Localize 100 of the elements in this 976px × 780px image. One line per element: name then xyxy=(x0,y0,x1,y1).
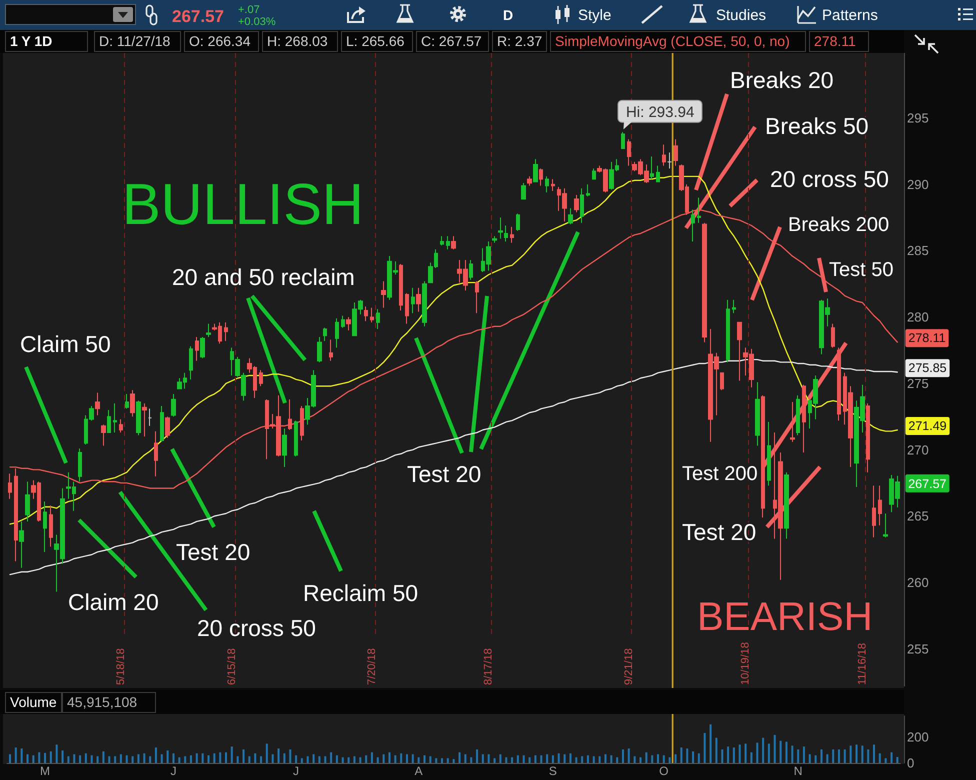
bar xyxy=(855,744,858,763)
candlestick xyxy=(189,346,193,380)
candlestick xyxy=(43,501,47,552)
bar xyxy=(704,732,706,763)
bar xyxy=(552,755,554,763)
y-tick-label: 295 xyxy=(906,110,929,126)
bar xyxy=(698,753,700,763)
annotation: 20 cross 50 xyxy=(770,166,889,192)
bar xyxy=(376,757,379,763)
candlestick xyxy=(650,156,654,180)
x-tick-label: J xyxy=(170,764,176,778)
candlestick xyxy=(195,336,199,362)
candlestick xyxy=(702,222,707,343)
x-tick-label: 8/17/18 xyxy=(482,648,495,685)
candlestick xyxy=(160,405,164,442)
candlestick xyxy=(165,416,170,438)
bar xyxy=(452,759,455,763)
bar xyxy=(230,746,233,763)
bar xyxy=(762,738,764,763)
bar xyxy=(482,754,484,763)
candlestick xyxy=(872,485,876,538)
bar xyxy=(90,755,93,763)
candlestick xyxy=(300,405,304,441)
bar xyxy=(785,742,788,763)
bar xyxy=(9,754,11,763)
candlestick xyxy=(568,208,573,225)
chart-title: Volume xyxy=(5,692,62,713)
bar xyxy=(756,742,758,763)
bar xyxy=(715,738,718,763)
y-tick-label: 255 xyxy=(906,641,929,656)
bar xyxy=(160,754,163,763)
bar xyxy=(56,744,58,763)
bar xyxy=(540,755,542,763)
candlestick xyxy=(381,280,386,308)
x-tick-label: J xyxy=(293,764,300,778)
bar xyxy=(826,754,828,763)
text: C: 267.57 xyxy=(416,31,489,52)
bar xyxy=(610,755,612,763)
candlestick xyxy=(19,520,24,568)
candlestick xyxy=(405,292,409,324)
candlestick xyxy=(49,505,53,548)
bar xyxy=(178,757,180,763)
annotation: BULLISH xyxy=(122,172,364,237)
bar xyxy=(657,754,660,763)
data-label: 278.11 xyxy=(908,331,946,346)
bar xyxy=(668,757,671,763)
line-series xyxy=(9,358,898,576)
bar xyxy=(196,753,198,763)
bar xyxy=(890,752,893,763)
bar xyxy=(680,747,682,763)
candlestick xyxy=(504,225,508,242)
bar xyxy=(295,755,298,763)
candlestick xyxy=(755,382,760,446)
x-tick-label: 10/19/18 xyxy=(740,642,752,685)
text: 267.57 xyxy=(172,7,224,26)
y-tick-label: 285 xyxy=(906,243,929,258)
bar xyxy=(254,753,256,763)
candlestick xyxy=(662,144,666,166)
candlestick xyxy=(224,322,228,342)
bar xyxy=(662,755,665,763)
candlestick xyxy=(673,138,678,166)
bar xyxy=(651,755,654,763)
x-tick-label: 9/21/18 xyxy=(622,648,635,685)
candlestick xyxy=(282,428,287,468)
bar xyxy=(137,754,140,763)
bar xyxy=(73,754,76,763)
bar xyxy=(32,755,34,763)
bar xyxy=(435,758,438,763)
bar xyxy=(342,757,344,763)
bar xyxy=(645,752,648,763)
annotation: 20 and 50 reclaim xyxy=(172,264,355,290)
bar xyxy=(592,756,595,763)
candlestick xyxy=(8,473,12,500)
bar xyxy=(126,755,128,763)
bar xyxy=(50,751,52,763)
bar xyxy=(878,753,881,763)
text: 278.11 xyxy=(814,33,856,49)
candlestick xyxy=(95,392,100,416)
bar xyxy=(738,744,741,763)
bar xyxy=(102,751,104,763)
candlestick xyxy=(533,158,538,182)
bar xyxy=(446,758,449,763)
candlestick xyxy=(767,421,771,486)
x-tick-label: 6/15/18 xyxy=(226,648,238,685)
text: Studies xyxy=(716,7,766,24)
bar xyxy=(300,758,303,763)
candlestick xyxy=(784,472,789,540)
bar xyxy=(896,756,898,763)
bar xyxy=(744,744,747,763)
bar xyxy=(394,755,396,763)
candlestick xyxy=(25,481,30,522)
candlestick xyxy=(288,398,292,430)
bar xyxy=(207,755,210,763)
bar xyxy=(558,753,560,763)
bar xyxy=(586,755,589,763)
candlestick xyxy=(78,448,82,482)
candlestick xyxy=(416,287,421,312)
candlestick xyxy=(878,485,882,526)
candlestick xyxy=(796,394,800,436)
x-tick-label: S xyxy=(548,764,557,778)
